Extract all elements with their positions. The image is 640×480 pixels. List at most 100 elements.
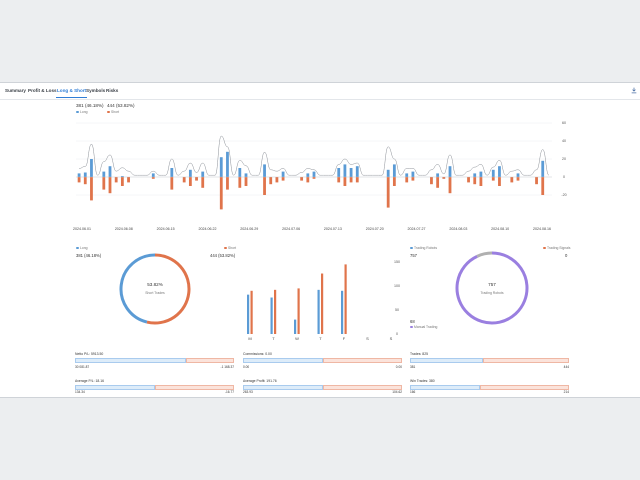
weekday-legend-label: Short: [228, 246, 237, 250]
download-icon[interactable]: [631, 87, 637, 94]
weekday-long-bar: [317, 289, 320, 334]
weekday-label: S: [390, 336, 393, 341]
short-bar: [77, 177, 81, 183]
stat-bar-long: [243, 358, 323, 363]
stat-netto-pl: Netto P/L: 5913.50 30 081.87 -1 168.37: [75, 352, 234, 369]
long-bar: [102, 171, 106, 177]
short-bar: [436, 177, 440, 188]
weekday-legend-value: 444 (53.82%): [210, 253, 236, 258]
long-bar: [281, 171, 285, 177]
stat-trades: Trades: 825 381 444: [410, 352, 569, 369]
y-tick-label: 150: [394, 260, 400, 264]
x-tick-label: 2024.08.10: [491, 227, 509, 231]
stat-bar-short: [322, 385, 402, 390]
robots-legend-label: Trading Robots: [414, 246, 438, 250]
weekday-legend: Short: [224, 246, 236, 250]
long-count: 381 (46.18%): [76, 103, 104, 108]
y-tick-label: 100: [394, 284, 400, 288]
weekday-label: M: [248, 336, 251, 341]
short-bar: [151, 177, 155, 179]
short-bar: [195, 177, 198, 181]
stat-bar-long: [410, 358, 484, 363]
weekday-label: T: [319, 336, 322, 341]
weekday-short-bar: [250, 290, 253, 334]
short-bar: [102, 177, 106, 190]
long-bar: [541, 160, 545, 177]
manual-legend-label: Manual Trading: [414, 325, 438, 329]
short-bar: [498, 177, 501, 186]
legend-long-label: Long: [80, 110, 88, 114]
short-bar: [170, 177, 174, 190]
tab-summary[interactable]: Summary: [5, 88, 26, 93]
short-bar: [312, 177, 316, 179]
short-bar: [127, 177, 130, 183]
weekday-label: W: [295, 336, 299, 341]
stat-title: Average Profit: 191.76: [243, 379, 277, 383]
x-tick-label: 2024.08.16: [533, 227, 551, 231]
stat-bar: [243, 358, 402, 363]
stat-bar-short: [322, 358, 402, 363]
long-bar: [343, 164, 347, 177]
short-bar: [473, 177, 477, 185]
weekday-short-bar: [321, 273, 324, 334]
long-bar: [491, 169, 495, 177]
pie-right-center-label: Trading Robots: [480, 291, 504, 295]
tab-symbols[interactable]: Symbols: [86, 88, 106, 93]
stat-bar: [243, 385, 402, 390]
long-bar: [83, 172, 87, 177]
short-bar: [343, 177, 347, 186]
long-bar: [436, 173, 440, 177]
short-bar: [491, 177, 495, 181]
short-bar: [337, 177, 341, 183]
stat-bar-long: [243, 385, 323, 390]
tab-profit-loss[interactable]: Profit & Loss: [28, 88, 57, 93]
stat-left-value: 166: [410, 390, 416, 394]
long-bar: [263, 164, 266, 177]
weekday-long-bar: [247, 294, 250, 334]
short-bar: [83, 177, 87, 185]
weekday-long-bar: [294, 319, 297, 334]
long-bar: [312, 171, 316, 177]
manual-dot-icon: [410, 325, 413, 329]
tab-risks[interactable]: Risks: [106, 88, 119, 93]
long-bar: [244, 173, 248, 177]
short-bar: [281, 177, 285, 181]
tab-long-short[interactable]: Long & Short: [55, 88, 88, 98]
robots-legend: Trading Robots: [410, 246, 437, 250]
long-bar: [411, 171, 415, 177]
x-tick-label: 2024.08.03: [449, 227, 467, 231]
long-dot-icon: [76, 246, 79, 250]
long-bar: [448, 166, 452, 177]
short-bar: [392, 177, 396, 186]
short-bar: [244, 177, 248, 186]
stat-right-value: 444: [563, 365, 569, 369]
stat-title: Trades: 825: [410, 352, 428, 356]
short-bar: [114, 177, 118, 183]
signals-slice: [476, 251, 493, 258]
stat-left-value: 0.00: [243, 365, 250, 369]
long-bar: [238, 168, 242, 177]
short-bar: [263, 177, 266, 195]
pie-right-center-value: 757: [488, 282, 496, 287]
short-bar: [541, 177, 545, 195]
long-bar: [473, 173, 477, 177]
long-bar: [392, 164, 396, 177]
short-bar: [306, 177, 310, 183]
short-dot-icon: [224, 246, 227, 250]
stat-bar-short: [479, 385, 569, 390]
stat-left-value: 381: [410, 365, 416, 369]
short-bar: [108, 177, 112, 194]
app-window: Summary Profit & Loss Long & Short Symbo…: [0, 82, 640, 398]
stat-title: Netto P/L: 5913.50: [75, 352, 104, 356]
long-bar: [337, 168, 341, 177]
y-tick-label: 0: [396, 332, 398, 336]
weekday-label: S: [366, 336, 369, 341]
signals-dot-icon: [543, 246, 546, 250]
stat-bar-short: [154, 385, 234, 390]
stat-bar-long: [75, 358, 187, 363]
long-bar: [498, 166, 501, 177]
short-bar: [405, 177, 409, 183]
short-bar: [411, 177, 415, 181]
short-bar: [510, 177, 514, 183]
long-bar: [90, 159, 93, 177]
